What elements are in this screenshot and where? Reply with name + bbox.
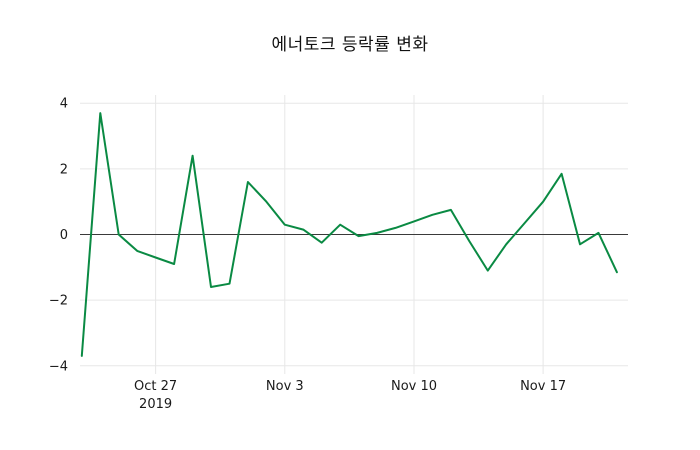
x-tick-year-label: 2019 bbox=[139, 397, 172, 412]
y-tick-label: 4 bbox=[60, 97, 68, 112]
y-tick-label: 2 bbox=[60, 162, 68, 177]
series-line bbox=[80, 112, 618, 357]
y-tick-label: −4 bbox=[49, 359, 68, 374]
x-tick-label: Nov 10 bbox=[391, 379, 437, 394]
x-tick-label: Nov 17 bbox=[520, 379, 566, 394]
x-tick-label: Nov 3 bbox=[266, 379, 304, 394]
y-tick-label: −2 bbox=[49, 294, 68, 309]
chart-title: 에너토크 등락률 변화 bbox=[271, 35, 429, 55]
x-tick-label: Oct 27 bbox=[134, 379, 177, 394]
y-tick-label: 0 bbox=[60, 228, 68, 243]
